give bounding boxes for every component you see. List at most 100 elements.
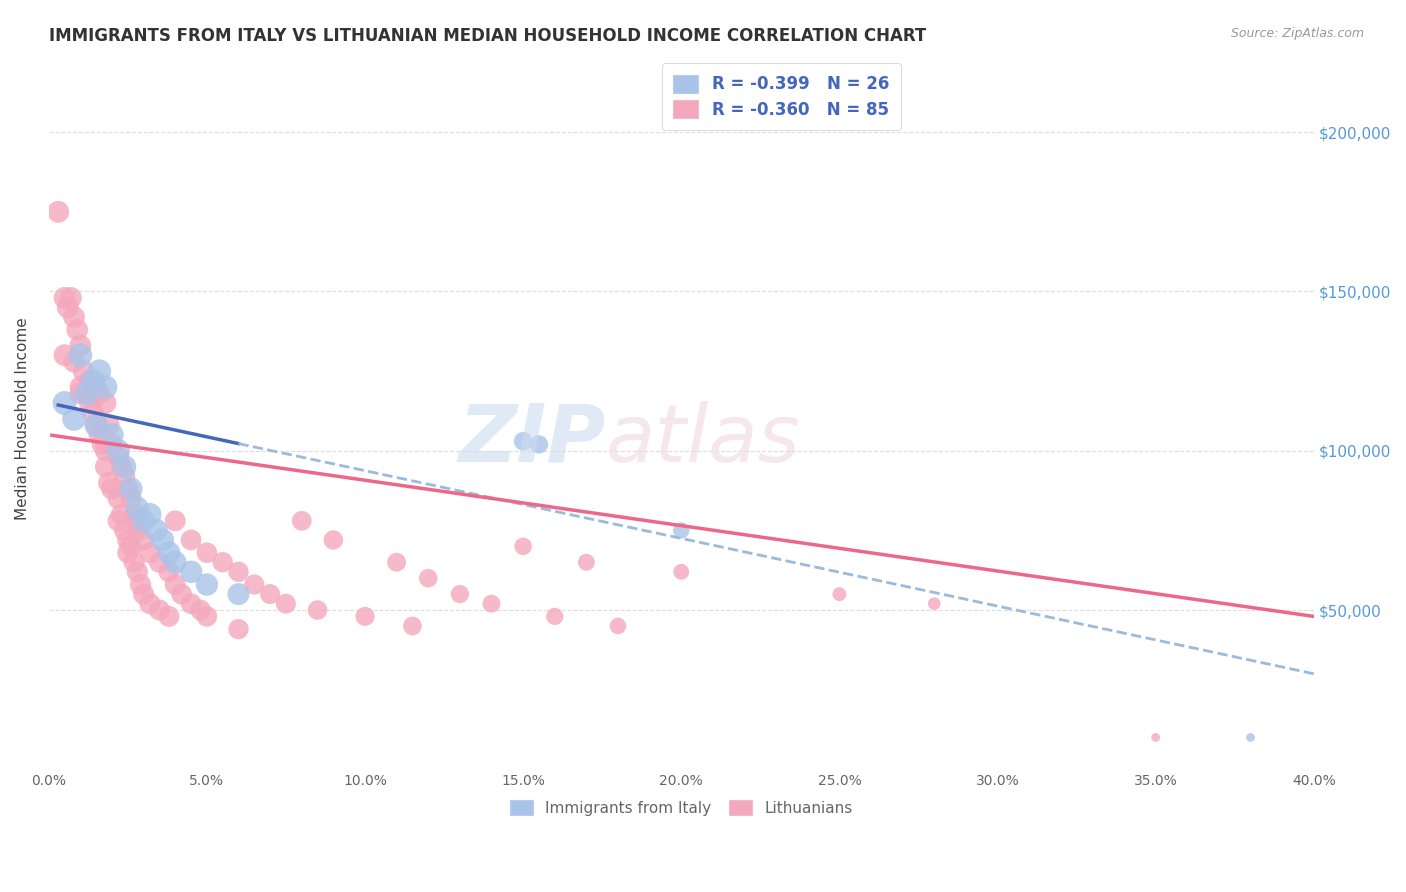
Point xyxy=(94,459,117,474)
Point xyxy=(94,443,117,458)
Point xyxy=(1239,731,1261,745)
Point xyxy=(63,354,86,368)
Point xyxy=(53,291,76,305)
Point xyxy=(94,396,117,410)
Point xyxy=(120,482,142,496)
Point xyxy=(195,609,218,624)
Point xyxy=(165,514,187,528)
Point xyxy=(512,434,534,449)
Point xyxy=(132,514,155,528)
Point xyxy=(122,555,145,569)
Point xyxy=(84,418,107,433)
Point xyxy=(129,577,152,591)
Point xyxy=(418,571,440,585)
Point xyxy=(101,427,124,442)
Point xyxy=(107,450,129,464)
Point xyxy=(170,587,193,601)
Point xyxy=(120,539,142,553)
Point xyxy=(117,533,139,547)
Point xyxy=(828,587,851,601)
Point xyxy=(157,609,180,624)
Point xyxy=(180,565,202,579)
Point xyxy=(228,587,250,601)
Point xyxy=(76,386,98,401)
Point xyxy=(69,338,91,352)
Point xyxy=(56,301,79,315)
Point xyxy=(228,565,250,579)
Point xyxy=(512,539,534,553)
Point xyxy=(97,418,120,433)
Point xyxy=(145,524,167,538)
Point xyxy=(94,380,117,394)
Point xyxy=(107,514,129,528)
Point xyxy=(607,619,630,633)
Point xyxy=(922,597,945,611)
Point xyxy=(190,603,212,617)
Point xyxy=(148,555,170,569)
Point xyxy=(76,386,98,401)
Point xyxy=(114,469,136,483)
Point xyxy=(671,524,693,538)
Point xyxy=(59,291,82,305)
Point xyxy=(101,437,124,451)
Legend: Immigrants from Italy, Lithuanians: Immigrants from Italy, Lithuanians xyxy=(501,790,862,825)
Point xyxy=(401,619,423,633)
Point xyxy=(114,524,136,538)
Point xyxy=(165,555,187,569)
Point xyxy=(89,427,111,442)
Point xyxy=(127,514,149,528)
Point xyxy=(117,546,139,560)
Point xyxy=(91,437,114,451)
Text: Source: ZipAtlas.com: Source: ZipAtlas.com xyxy=(1230,27,1364,40)
Point xyxy=(89,386,111,401)
Point xyxy=(180,597,202,611)
Point xyxy=(385,555,408,569)
Point xyxy=(157,546,180,560)
Point xyxy=(228,622,250,636)
Point xyxy=(114,459,136,474)
Point xyxy=(671,565,693,579)
Text: IMMIGRANTS FROM ITALY VS LITHUANIAN MEDIAN HOUSEHOLD INCOME CORRELATION CHART: IMMIGRANTS FROM ITALY VS LITHUANIAN MEDI… xyxy=(49,27,927,45)
Point xyxy=(481,597,503,611)
Point xyxy=(152,533,174,547)
Point xyxy=(211,555,233,569)
Point xyxy=(127,565,149,579)
Point xyxy=(122,508,145,522)
Point xyxy=(89,364,111,378)
Point xyxy=(69,348,91,362)
Point xyxy=(195,546,218,560)
Point xyxy=(575,555,598,569)
Point xyxy=(127,501,149,516)
Point xyxy=(107,491,129,506)
Point xyxy=(84,418,107,433)
Point xyxy=(132,533,155,547)
Point xyxy=(117,482,139,496)
Point xyxy=(291,514,314,528)
Point xyxy=(139,508,162,522)
Point xyxy=(322,533,344,547)
Point xyxy=(139,597,162,611)
Point xyxy=(259,587,281,601)
Point xyxy=(79,396,101,410)
Point xyxy=(139,546,162,560)
Text: ZIP: ZIP xyxy=(458,401,606,479)
Point xyxy=(120,491,142,506)
Point xyxy=(165,577,187,591)
Point xyxy=(46,205,69,219)
Point xyxy=(101,482,124,496)
Point xyxy=(82,374,104,388)
Point xyxy=(1144,731,1167,745)
Point xyxy=(63,310,86,324)
Point xyxy=(127,524,149,538)
Text: atlas: atlas xyxy=(606,401,800,479)
Point xyxy=(307,603,329,617)
Point xyxy=(53,348,76,362)
Point xyxy=(66,323,89,337)
Point xyxy=(157,565,180,579)
Point xyxy=(527,437,550,451)
Point xyxy=(354,609,377,624)
Point xyxy=(110,459,132,474)
Point xyxy=(243,577,266,591)
Point xyxy=(79,374,101,388)
Point xyxy=(180,533,202,547)
